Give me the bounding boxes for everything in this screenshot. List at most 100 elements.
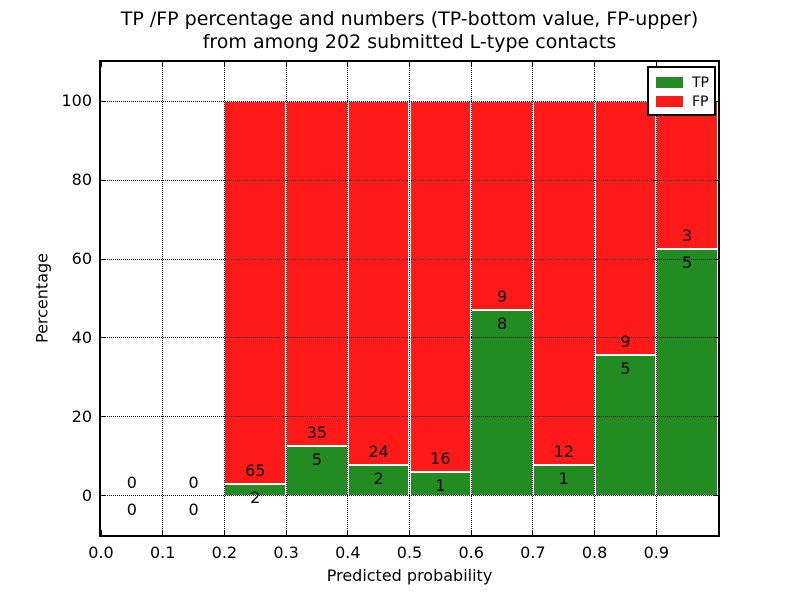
y-tickmark-left (101, 100, 106, 102)
x-tickmark-top (162, 62, 164, 67)
tp-count-label: 0 (188, 499, 199, 519)
x-tickmark-bottom (532, 530, 534, 535)
x-tick-label: 0.2 (211, 543, 238, 562)
tp-count-label: 5 (682, 253, 693, 273)
x-tickmark-top (100, 62, 102, 67)
x-axis-label: Predicted probability (326, 566, 493, 585)
x-tickmark-bottom (655, 530, 657, 535)
x-tickmark-top (285, 62, 287, 67)
y-tick-label: 80 (71, 170, 92, 190)
gridline-horizontal (101, 100, 718, 102)
x-tickmark-bottom (162, 530, 164, 535)
x-tick-label: 0.4 (335, 543, 361, 562)
chart-title-line1: TP /FP percentage and numbers (TP-bottom… (120, 8, 699, 30)
y-tickmark-right (713, 179, 718, 181)
tp-swatch-icon (656, 77, 683, 88)
gridline-vertical (470, 62, 472, 535)
x-tick-label: 0.7 (520, 543, 546, 562)
fp-swatch-icon (656, 96, 683, 107)
x-tickmark-top (347, 62, 349, 67)
fp-count-label: 0 (126, 472, 137, 492)
fp-count-label: 24 (368, 442, 389, 462)
fp-legend-label: FP (692, 93, 709, 110)
gridline-vertical (532, 62, 534, 535)
gridline-horizontal (101, 179, 718, 181)
fp-count-label: 65 (245, 460, 266, 480)
tp-count-label: 8 (496, 314, 508, 334)
bar-segment-fp (471, 101, 533, 311)
gridline-horizontal (101, 416, 718, 418)
x-tick-label: 0.5 (396, 543, 423, 562)
fp-count-label: 35 (306, 423, 328, 443)
x-tickmark-bottom (594, 530, 596, 535)
tp-count-label: 5 (620, 358, 631, 378)
x-tickmark-bottom (285, 530, 287, 535)
legend-item-tp: TP (656, 73, 714, 92)
y-tickmark-left (101, 179, 106, 181)
x-tickmark-bottom (470, 530, 472, 535)
bar-segment-fp (347, 101, 410, 466)
x-tick-label: 0.9 (643, 543, 670, 562)
gridline-vertical (655, 62, 657, 535)
fp-count-label: 0 (188, 472, 199, 492)
x-tick-label: 0.6 (458, 543, 484, 562)
gridline-vertical (285, 62, 287, 535)
tp-count-label: 2 (250, 487, 261, 507)
y-tick-label: 60 (71, 249, 92, 269)
y-tick-label: 40 (71, 327, 92, 347)
bar-segment-fp (224, 101, 287, 484)
fp-count-label: 9 (496, 287, 508, 307)
y-tickmark-left (101, 495, 106, 497)
bar-segment-fp (594, 101, 657, 355)
y-tickmark-left (101, 337, 106, 339)
y-tickmark-right (713, 258, 718, 260)
gridline-horizontal (101, 258, 718, 260)
y-tickmark-right (713, 416, 718, 418)
tp-count-label: 1 (435, 476, 446, 496)
tp-count-label: 1 (558, 469, 569, 489)
gridline-vertical (162, 62, 164, 535)
y-tickmark-left (101, 416, 106, 418)
legend-item-fp: FP (656, 92, 714, 111)
gridline-vertical (409, 62, 410, 535)
x-tickmark-top (470, 62, 472, 67)
x-tickmark-top (655, 62, 657, 67)
gridline-vertical (594, 62, 596, 535)
x-tick-label: 0.3 (273, 543, 299, 562)
tp-legend-label: TP (692, 74, 709, 91)
tp-count-label: 0 (126, 499, 137, 519)
y-tickmark-right (713, 495, 718, 497)
tp-count-label: 2 (373, 469, 384, 489)
bar-segment-fp (532, 101, 595, 466)
x-tickmark-bottom (223, 530, 225, 535)
y-tick-label: 20 (71, 406, 92, 426)
fp-count-label: 9 (620, 331, 631, 351)
gridline-vertical (223, 62, 225, 535)
x-tickmark-top (532, 62, 534, 67)
bar-segment-tp (656, 249, 718, 496)
chart-title-line2: from among 202 submitted L-type contacts (202, 31, 617, 53)
gridline-horizontal (101, 337, 718, 339)
x-tick-label: 0.1 (149, 543, 176, 562)
gridline-vertical (347, 62, 349, 535)
chart-title: TP /FP percentage and numbers (TP-bottom… (100, 8, 719, 54)
tp-count-label: 5 (311, 450, 323, 470)
plot-area: TP FP 0 0 0 0 65 2 35 5 24 2 16 1 9 8 12 1 9 5 3 5 (99, 60, 720, 537)
legend: TP FP (647, 66, 716, 116)
fp-count-label: 16 (430, 449, 451, 469)
bar-segment-tp (286, 446, 348, 496)
x-tickmark-top (223, 62, 225, 67)
fp-count-label: 3 (682, 226, 693, 246)
x-tickmark-bottom (100, 530, 102, 535)
x-tick-label: 0.0 (88, 543, 114, 562)
fp-count-label: 12 (553, 442, 574, 462)
gridline-horizontal (101, 495, 718, 497)
y-tickmark-left (101, 258, 106, 260)
y-tick-label: 0 (81, 485, 92, 505)
x-tickmark-bottom (717, 530, 719, 535)
bar-segment-fp (286, 101, 348, 447)
x-tickmark-top (594, 62, 596, 67)
y-tickmark-right (713, 337, 718, 339)
x-tickmark-bottom (347, 530, 349, 535)
